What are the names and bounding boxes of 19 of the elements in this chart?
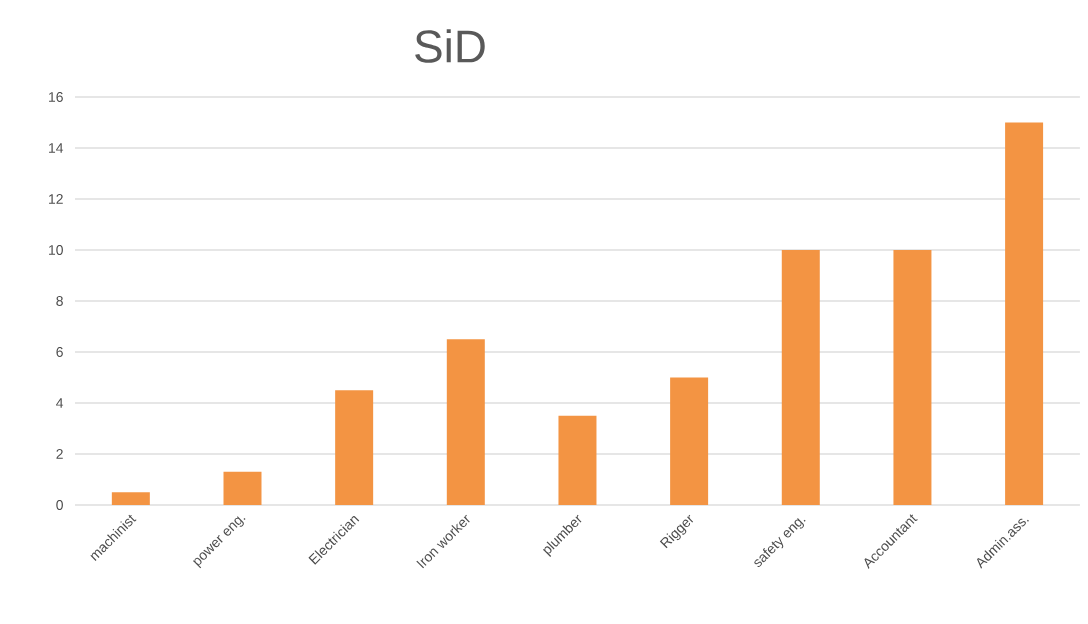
chart-title: SiD <box>415 29 485 63</box>
bar <box>558 415 597 505</box>
bar <box>446 339 485 505</box>
y-tick-label: 8 <box>56 296 63 306</box>
bar <box>335 390 374 505</box>
y-tick-label: 2 <box>56 449 63 459</box>
y-tick-label: 12 <box>49 194 63 204</box>
bar <box>670 377 709 505</box>
y-tick-label: 14 <box>49 143 64 153</box>
bar <box>111 492 150 505</box>
bar <box>1005 122 1044 505</box>
bar <box>781 249 820 505</box>
y-tick-label: 6 <box>56 347 63 357</box>
y-tick-label: 0 <box>56 500 63 510</box>
y-tick-label: 4 <box>56 398 64 408</box>
y-tick-label: 10 <box>49 245 63 255</box>
y-tick-label: 16 <box>49 92 63 102</box>
bar <box>223 471 262 505</box>
bar <box>893 249 932 505</box>
